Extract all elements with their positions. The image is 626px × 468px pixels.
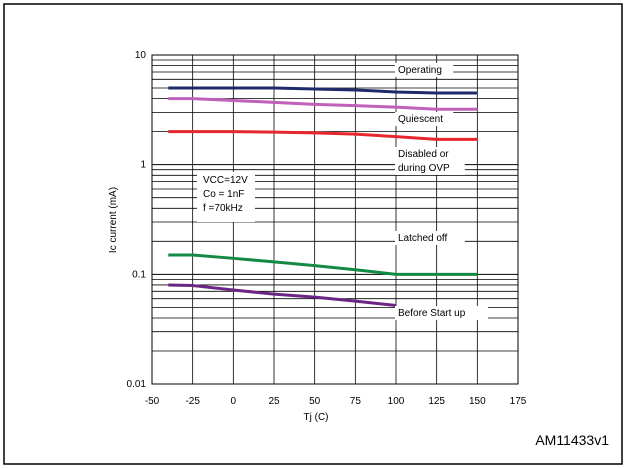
tick-labels: -50 -25 0 25 50 75 100 125 150 175 10 1 0.1 0.01 (127, 50, 527, 407)
x-tick-label: 125 (428, 396, 445, 407)
series-label-background (395, 63, 454, 77)
y-tick-label: 1 (140, 160, 146, 171)
x-tick-label: 50 (309, 396, 321, 407)
condition-label: VCC=12V (203, 175, 248, 186)
x-tick-label: 150 (469, 396, 486, 407)
series-line (168, 86, 478, 95)
series-line (168, 253, 478, 276)
conditions-background (197, 172, 255, 222)
y-axis-title: Ic current (mA) (108, 187, 119, 253)
conditions-box: VCC=12V Co = 1nF f =70kHz (197, 172, 255, 222)
series-label: Quiescent (398, 114, 443, 125)
series-label: during OVP (398, 163, 450, 174)
series-label-background (395, 147, 465, 175)
plot-area-border (151, 54, 519, 385)
x-axis-title: Tj (C) (304, 412, 329, 423)
series-line (168, 97, 478, 111)
x-tick-label: 75 (350, 396, 362, 407)
figure-border (3, 3, 623, 465)
y-tick-label: 0.01 (127, 379, 147, 390)
series-label-background (395, 112, 454, 126)
x-tick-label: 100 (388, 396, 405, 407)
y-tick-label: 0.1 (132, 269, 146, 280)
condition-label: Co = 1nF (203, 189, 244, 200)
series-label: Operating (398, 65, 442, 76)
series-labels: Operating Quiescent Disabled or during OVP L… (395, 63, 488, 320)
series-label-background (395, 231, 465, 245)
x-tick-label: 0 (231, 396, 237, 407)
x-tick-label: 25 (268, 396, 280, 407)
y-tick-label: 10 (135, 50, 147, 61)
series-label: Latched off (398, 233, 448, 244)
series-line (168, 130, 478, 141)
condition-label: f =70kHz (203, 203, 243, 214)
series-lines (168, 86, 478, 307)
x-tick-label: -50 (145, 396, 160, 407)
figure-id-label: AM11433v1 (535, 432, 609, 448)
series-label: Before Start up (398, 308, 466, 319)
series-label-background (395, 306, 488, 320)
x-tick-label: 175 (510, 396, 527, 407)
x-tick-label: -25 (185, 396, 200, 407)
series-label: Disabled or (398, 149, 449, 160)
series-line (168, 283, 397, 307)
